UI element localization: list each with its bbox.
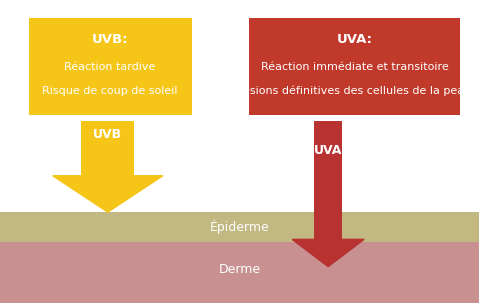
Bar	[0, 212, 479, 242]
Text: UVB: UVB	[93, 128, 122, 141]
Text: Réaction immédiate et transitoire: Réaction immédiate et transitoire	[261, 62, 448, 72]
Text: UVA: UVA	[314, 144, 342, 157]
Bar	[249, 18, 460, 115]
Bar	[29, 18, 192, 115]
Text: Derme: Derme	[218, 263, 261, 276]
Text: Réaction tardive: Réaction tardive	[65, 62, 156, 72]
Bar	[0, 242, 479, 303]
Text: UVB:: UVB:	[92, 34, 128, 46]
Polygon shape	[292, 239, 364, 267]
Text: UVA:: UVA:	[336, 34, 373, 46]
Text: Lésions définitives des cellules de la peau: Lésions définitives des cellules de la p…	[237, 86, 472, 96]
Text: Risque de coup de soleil: Risque de coup de soleil	[43, 86, 178, 96]
Bar	[81, 121, 134, 176]
Polygon shape	[53, 176, 163, 212]
Bar	[314, 121, 342, 239]
Text: Épiderme: Épiderme	[210, 220, 269, 235]
